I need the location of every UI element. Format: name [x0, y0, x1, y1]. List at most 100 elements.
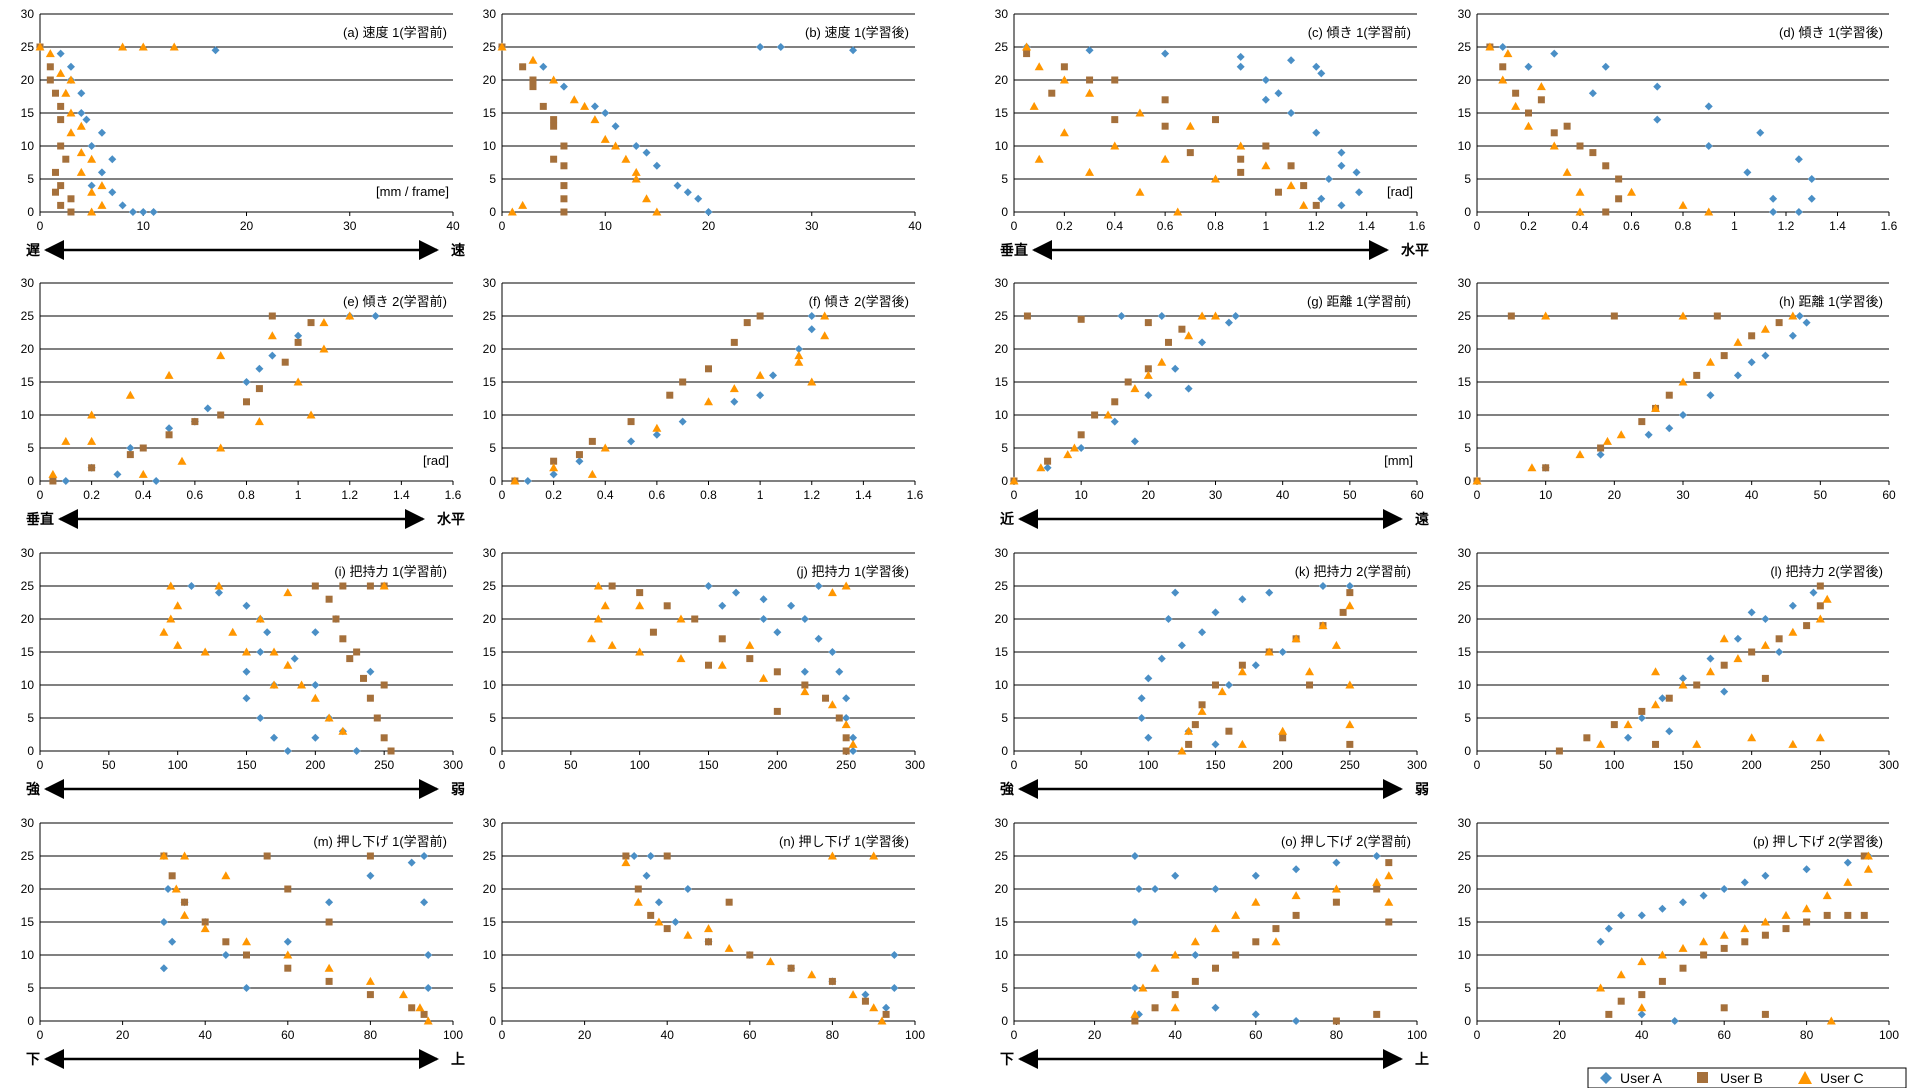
data-point: [1144, 319, 1152, 327]
data-point: [1043, 463, 1052, 472]
data-point: [539, 62, 548, 71]
data-point: [255, 385, 263, 393]
x-tick-label: 300: [443, 758, 463, 772]
data-point: [366, 871, 375, 880]
data-point: [550, 457, 558, 465]
data-point: [560, 208, 568, 216]
x-tick-label: 0.6: [649, 488, 666, 502]
x-tick-label: 60: [1410, 488, 1424, 502]
x-tick-label: 20: [116, 1028, 130, 1042]
data-point: [1251, 1010, 1260, 1019]
x-tick-label: 1: [757, 488, 764, 502]
data-point: [1144, 733, 1153, 742]
data-point: [1713, 312, 1721, 320]
data-point: [56, 49, 65, 58]
data-point: [46, 63, 54, 71]
data-point: [652, 430, 661, 439]
x-tick-label: 100: [1138, 758, 1158, 772]
y-tick-label: 15: [1458, 106, 1472, 120]
data-point: [588, 437, 596, 445]
data-point: [1693, 681, 1701, 689]
data-point: [1291, 891, 1301, 900]
data-point: [76, 121, 86, 130]
data-point: [1225, 727, 1233, 735]
data-point: [77, 109, 86, 117]
data-point: [1562, 167, 1572, 176]
x-tick-label: 0: [499, 488, 506, 502]
data-point: [800, 667, 809, 676]
y-tick-label: 5: [1001, 172, 1008, 186]
data-point: [1337, 201, 1346, 210]
data-point: [1733, 371, 1742, 380]
data-point: [705, 661, 712, 669]
data-point: [311, 628, 320, 637]
x-tick-label: 150: [1205, 758, 1225, 772]
chart-panel-n: 0 5 10 15 20 25 30 0 20 40 60 80 100 (n) 押し下げ 1(学習後): [483, 816, 926, 1042]
data-point: [45, 49, 55, 58]
data-point: [1144, 365, 1152, 373]
data-point: [203, 404, 212, 413]
data-point: [1059, 75, 1069, 84]
data-point: [1615, 195, 1623, 203]
data-point: [776, 43, 785, 51]
data-point: [371, 312, 380, 320]
data-point: [1843, 858, 1852, 867]
y-tick-label: 10: [995, 678, 1009, 692]
data-point: [1110, 141, 1120, 150]
data-point: [861, 997, 869, 1005]
data-point: [1160, 154, 1170, 163]
x-tick-label: 80: [1800, 1028, 1814, 1042]
y-tick-label: 10: [995, 408, 1009, 422]
data-points: [48, 311, 380, 485]
data-point: [1059, 128, 1069, 137]
data-point: [593, 614, 603, 623]
y-tick-label: 10: [21, 408, 35, 422]
data-point: [1775, 648, 1784, 656]
data-point: [77, 89, 86, 98]
data-point: [1317, 69, 1326, 78]
data-point: [1693, 371, 1701, 379]
panel-title: (n) 押し下げ 1(学習後): [779, 834, 909, 849]
data-point: [704, 397, 713, 406]
data-point: [497, 42, 507, 51]
x-tick-label: 1: [295, 488, 302, 502]
data-point: [242, 378, 251, 386]
data-point: [1679, 674, 1687, 683]
data-point: [705, 938, 712, 946]
data-point: [283, 937, 292, 946]
data-point: [529, 76, 537, 84]
data-point: [1775, 635, 1783, 643]
data-points: [159, 581, 395, 755]
data-point: [1537, 96, 1545, 104]
panel-title: (k) 把持力 2(学習前): [1295, 564, 1411, 579]
data-point: [1190, 937, 1200, 946]
data-point: [671, 918, 680, 926]
y-tick-label: 20: [21, 342, 35, 356]
data-point: [549, 463, 559, 472]
x-tick-label: 0.8: [1675, 219, 1692, 233]
y-tick-label: 15: [483, 645, 497, 659]
data-point: [46, 76, 54, 84]
y-tick-label: 25: [483, 40, 497, 54]
x-tick-label: 1.2: [803, 488, 820, 502]
data-point: [263, 628, 272, 637]
data-point: [1788, 311, 1798, 320]
data-point: [759, 615, 768, 623]
y-tick-label: 0: [1464, 205, 1471, 219]
chart-panel-b: 0 5 10 15 20 25 30 0 10 20 30 40 (b) 速度 1(学習後): [483, 7, 922, 233]
data-point: [139, 208, 148, 216]
legend-label-user-a: User A: [1620, 1070, 1663, 1086]
data-point: [1720, 687, 1729, 696]
y-tick-label: 20: [1458, 882, 1472, 896]
y-tick-label: 30: [483, 546, 497, 560]
data-point: [1638, 418, 1646, 426]
data-point: [1536, 82, 1546, 91]
y-tick-label: 15: [1458, 915, 1472, 929]
data-point: [611, 122, 620, 131]
data-point: [1507, 312, 1515, 320]
data-point: [787, 964, 795, 972]
